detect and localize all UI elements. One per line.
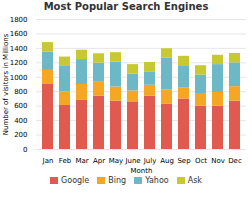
svg-text:Aug: Aug xyxy=(160,157,174,165)
svg-text:Mar: Mar xyxy=(75,157,88,165)
svg-text:Sep: Sep xyxy=(177,157,191,165)
html-text:Bing: Bing xyxy=(108,176,127,185)
html-text:Yahoo: Yahoo xyxy=(145,176,169,185)
svg-text:1600: 1600 xyxy=(10,30,28,38)
svg-text:800: 800 xyxy=(14,88,27,96)
html-text:Ask: Ask xyxy=(187,176,202,185)
svg-text:1000: 1000 xyxy=(10,74,28,82)
svg-text:July: July xyxy=(143,157,157,165)
svg-text:1800: 1800 xyxy=(10,16,28,24)
svg-text:1200: 1200 xyxy=(10,59,28,67)
svg-text:Feb: Feb xyxy=(59,157,72,165)
svg-text:Oct: Oct xyxy=(195,157,207,165)
svg-text:June: June xyxy=(124,157,140,165)
svg-text:Nov: Nov xyxy=(211,157,225,165)
svg-text:600: 600 xyxy=(14,102,27,110)
svg-text:400: 400 xyxy=(14,117,27,125)
svg-text:Apr: Apr xyxy=(93,157,105,165)
svg-text:Number of visitors in Millions: Number of visitors in Millions xyxy=(2,33,10,135)
svg-text:Month: Month xyxy=(131,167,153,175)
svg-text:Dec: Dec xyxy=(228,157,242,165)
svg-text:1400: 1400 xyxy=(10,45,28,53)
svg-text:May: May xyxy=(109,157,123,165)
svg-text:0: 0 xyxy=(23,146,27,154)
html-text:Google: Google xyxy=(61,176,90,185)
svg-text:200: 200 xyxy=(14,131,27,139)
svg-text:Jan: Jan xyxy=(42,157,54,165)
html-text:Most Popular Search Engines: Most Popular Search Engines xyxy=(43,1,209,12)
